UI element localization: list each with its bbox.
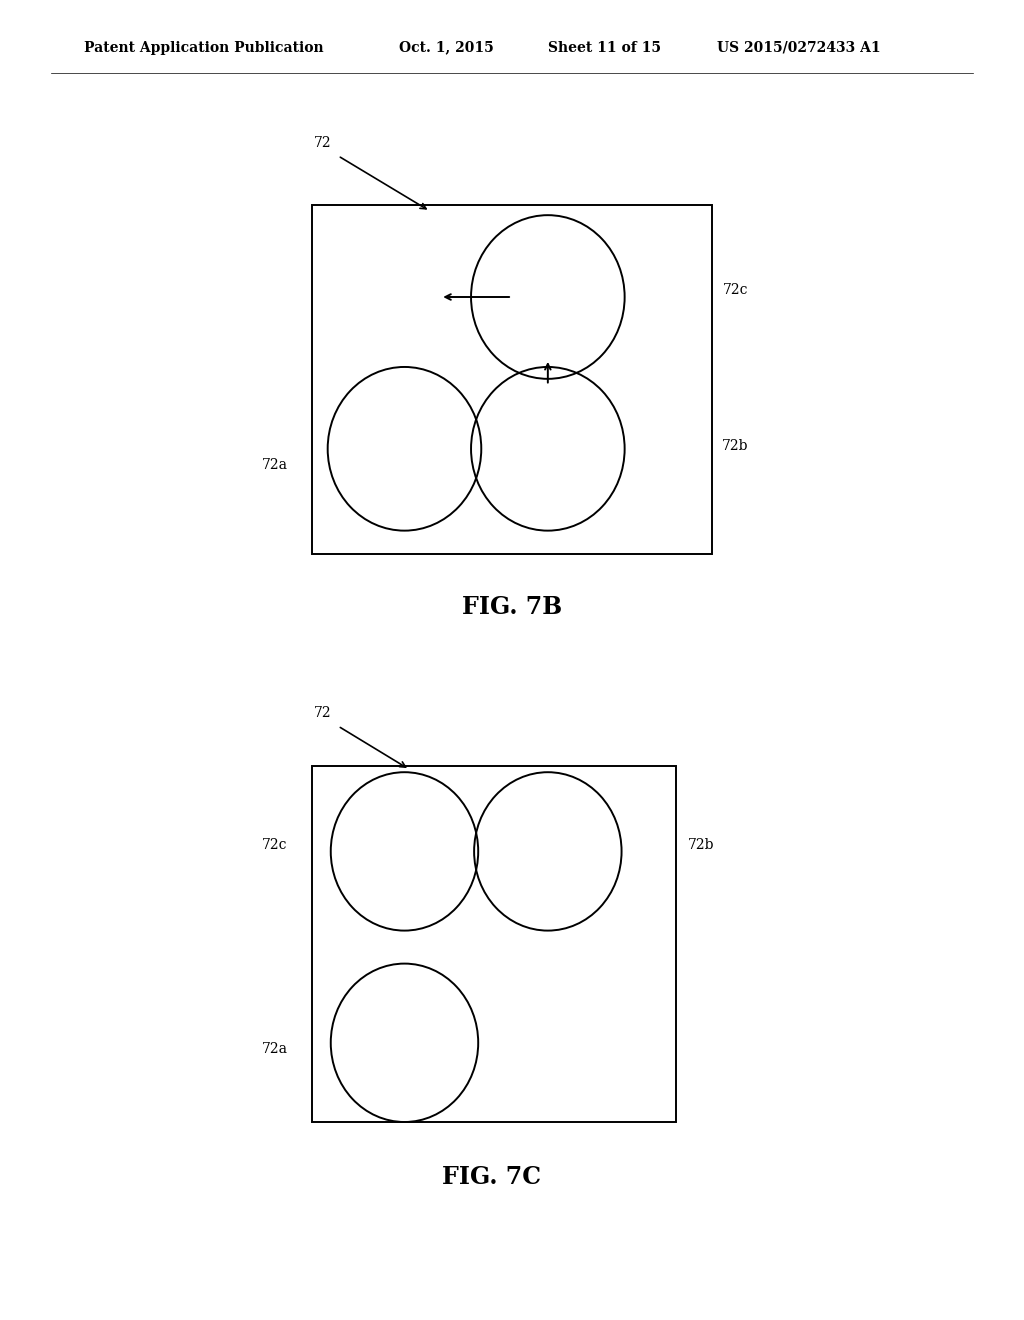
Text: US 2015/0272433 A1: US 2015/0272433 A1 bbox=[717, 41, 881, 54]
Text: 72b: 72b bbox=[722, 440, 749, 453]
Bar bbox=[312, 205, 712, 554]
Text: 72c: 72c bbox=[262, 838, 287, 851]
Text: Sheet 11 of 15: Sheet 11 of 15 bbox=[548, 41, 660, 54]
Text: 72a: 72a bbox=[261, 458, 288, 471]
Text: FIG. 7C: FIG. 7C bbox=[442, 1166, 541, 1189]
Text: 72: 72 bbox=[313, 706, 332, 719]
Text: 72c: 72c bbox=[723, 284, 748, 297]
Text: FIG. 7B: FIG. 7B bbox=[462, 595, 562, 619]
Bar bbox=[312, 766, 676, 1122]
Text: 72a: 72a bbox=[261, 1043, 288, 1056]
Text: 72: 72 bbox=[313, 136, 332, 149]
Text: 72b: 72b bbox=[688, 838, 715, 851]
Text: Oct. 1, 2015: Oct. 1, 2015 bbox=[399, 41, 495, 54]
Text: Patent Application Publication: Patent Application Publication bbox=[84, 41, 324, 54]
